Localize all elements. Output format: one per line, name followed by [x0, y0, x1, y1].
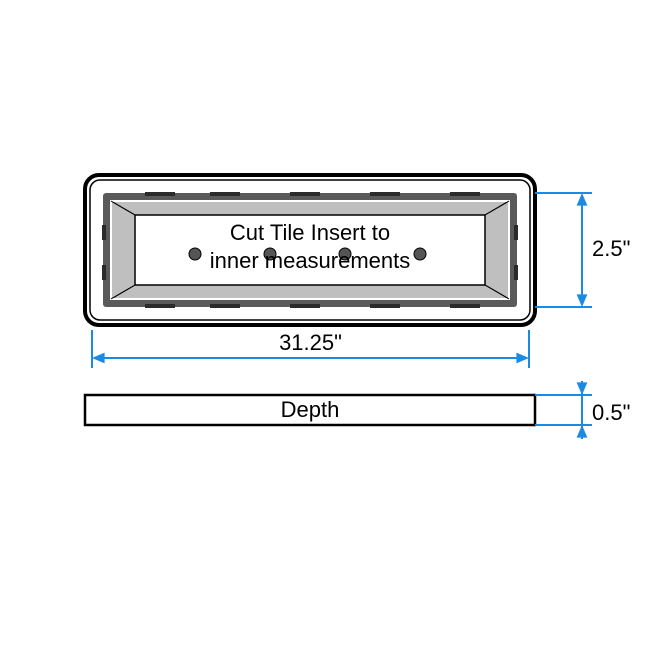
- tray-bevel: [111, 285, 509, 299]
- rim-tab: [210, 304, 240, 308]
- rim-tab: [102, 225, 106, 240]
- rim-tab: [450, 304, 480, 308]
- rim-tab: [290, 192, 320, 196]
- drain-hole: [189, 248, 201, 260]
- dim-arrow: [516, 353, 529, 364]
- dim-height-label: 2.5": [592, 236, 630, 261]
- dim-width-label: 31.25": [279, 330, 342, 355]
- rim-tab: [145, 304, 175, 308]
- rim-tab: [370, 192, 400, 196]
- rim-tab: [514, 225, 518, 240]
- rim-tab: [450, 192, 480, 196]
- tray-bevel: [111, 201, 509, 215]
- rim-tab: [210, 192, 240, 196]
- drain-hole: [414, 248, 426, 260]
- dim-arrow: [92, 353, 105, 364]
- instruction-text-line1: Cut Tile Insert to: [230, 220, 390, 245]
- rim-tab: [290, 304, 320, 308]
- tray-bevel: [485, 201, 509, 299]
- rim-tab: [514, 265, 518, 280]
- instruction-text-line2: inner measurements: [210, 248, 411, 273]
- rim-tab: [145, 192, 175, 196]
- dim-arrow: [577, 425, 588, 438]
- dim-arrow: [577, 193, 588, 206]
- tray-bevel: [111, 201, 135, 299]
- depth-label: Depth: [281, 397, 340, 422]
- rim-tab: [102, 265, 106, 280]
- rim-tab: [370, 304, 400, 308]
- dim-arrow: [577, 382, 588, 395]
- dim-depth-label: 0.5": [592, 400, 630, 425]
- dim-arrow: [577, 294, 588, 307]
- dimension-diagram: Cut Tile Insert to inner measurements Dept…: [0, 0, 660, 660]
